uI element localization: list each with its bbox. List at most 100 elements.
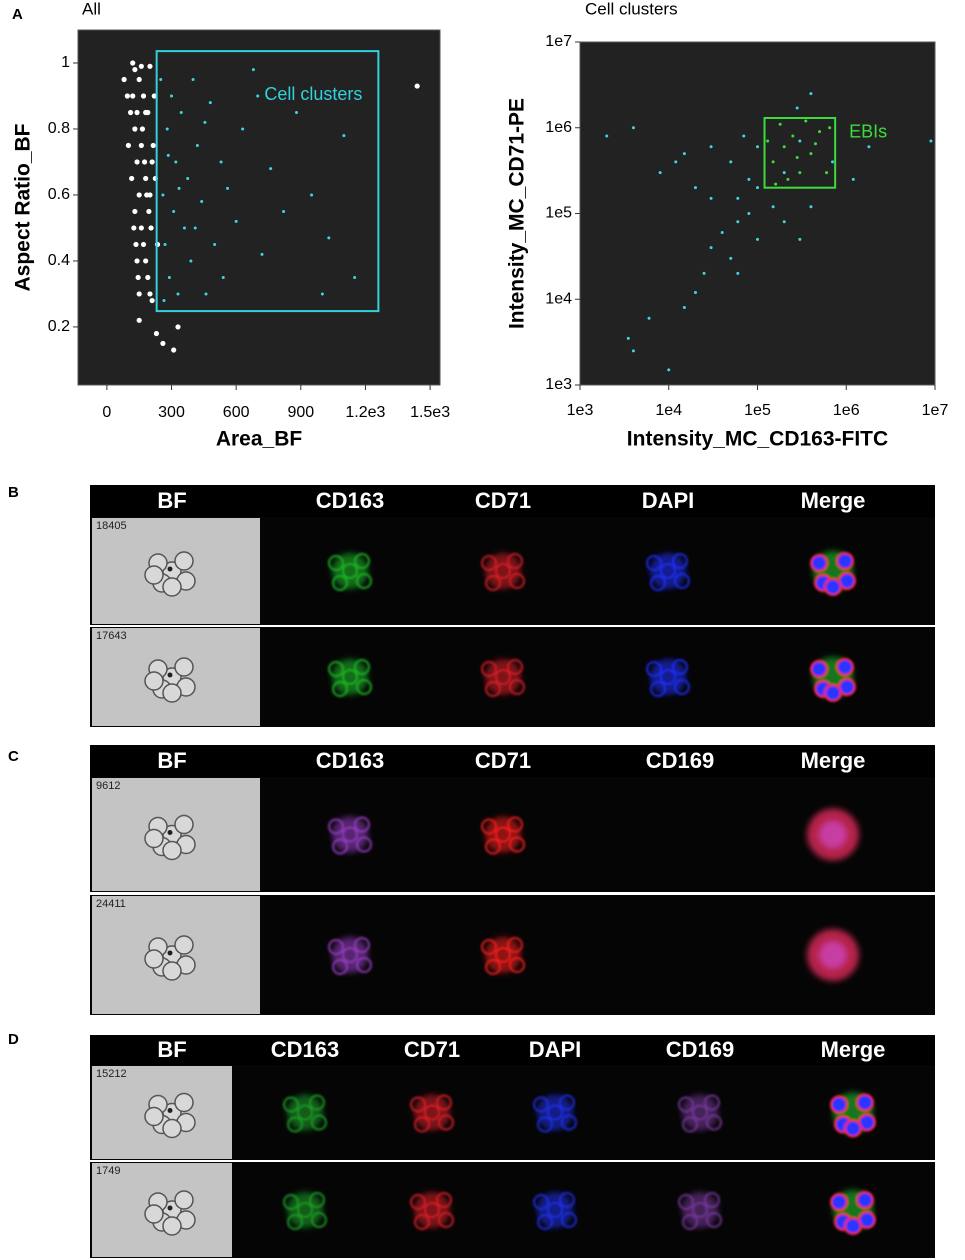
data-point [226,186,230,190]
cell-glow [287,1094,323,1131]
data-point [771,160,775,164]
cell-id: 17643 [96,630,127,642]
data-point [818,130,822,134]
cell [559,1094,575,1111]
cell [844,1119,862,1138]
cell [424,1202,440,1218]
bf-cell [174,1092,194,1113]
x-tick-label: 300 [158,404,185,421]
data-point [825,171,829,175]
data-point [130,93,136,99]
x-tick-label: 1e5 [744,402,771,419]
data-point [160,340,166,347]
cell [646,555,662,571]
cell [836,658,854,676]
data-point [135,274,141,281]
cell [342,826,358,843]
fluorescence [283,1192,327,1230]
cell-glow [332,659,368,695]
data-point [631,349,635,353]
data-point [771,205,775,209]
bf-cell [174,814,194,835]
cell [646,661,662,677]
data-point [631,126,635,130]
data-point [131,225,137,231]
cell [824,578,842,596]
cell [342,563,358,579]
bf-cell [162,840,182,861]
data-point [828,126,832,130]
cell [297,1104,313,1121]
cell [507,553,523,569]
data-point [756,237,759,241]
y-tick-label: 1e5 [545,205,572,222]
y-tick-label: 1e4 [545,290,572,307]
cell [485,681,501,697]
data-point [804,119,808,123]
data-point [831,160,835,164]
fluorescence [328,937,372,975]
bf-cell [162,961,182,981]
cell [547,1104,563,1121]
data-point [605,134,609,138]
channel-label: BF [157,488,186,513]
data-point [133,241,139,248]
x-tick-label: 1e3 [567,402,594,419]
cell [309,1192,325,1208]
channel-label: CD71 [475,748,531,773]
bf-cell [167,566,173,572]
fluorescence [807,929,859,981]
cell [297,1202,313,1218]
cell [692,1104,708,1121]
bf-cell [162,577,182,597]
panel-label: B [8,484,19,501]
cell [706,1212,722,1228]
cell [704,1192,720,1208]
fluorescence [328,816,372,855]
data-point [195,143,199,147]
cell [537,1214,553,1230]
chart-title: All [82,0,101,18]
data-point [782,220,786,224]
bf-cell [167,1205,173,1211]
cell [354,659,370,675]
fluorescence [646,659,690,697]
cell [650,681,666,697]
cell-id: 18405 [96,520,127,532]
data-point [782,145,786,149]
cell [660,563,676,579]
data-point [176,292,180,296]
cell-glow [414,1094,450,1131]
channel-label: CD71 [404,1037,460,1062]
cell [410,1194,426,1210]
fluorescence [533,1192,577,1230]
data-point [150,142,156,149]
data-point [213,242,217,246]
cell [332,959,348,975]
channel-label: CD163 [316,748,384,773]
data-point [140,93,147,99]
data-point [174,160,178,164]
cell-glow [682,1094,718,1131]
data-point [851,177,855,181]
cell [509,957,525,973]
data-point [647,316,651,320]
data-point [132,208,138,215]
bf-cell [144,1106,164,1127]
data-point [134,159,140,165]
x-tick-label: 1e6 [833,402,860,419]
data-point [658,171,662,175]
cell [328,818,344,835]
cell [672,659,688,675]
cell [509,573,525,589]
data-point [162,299,166,303]
cell [354,816,370,833]
cell [507,937,523,953]
fluorescence [481,553,525,591]
cell-glow [485,816,521,853]
cell [309,1094,325,1111]
cell [436,1192,452,1208]
data-point [736,196,740,200]
x-tick-label: 1e7 [922,402,949,419]
